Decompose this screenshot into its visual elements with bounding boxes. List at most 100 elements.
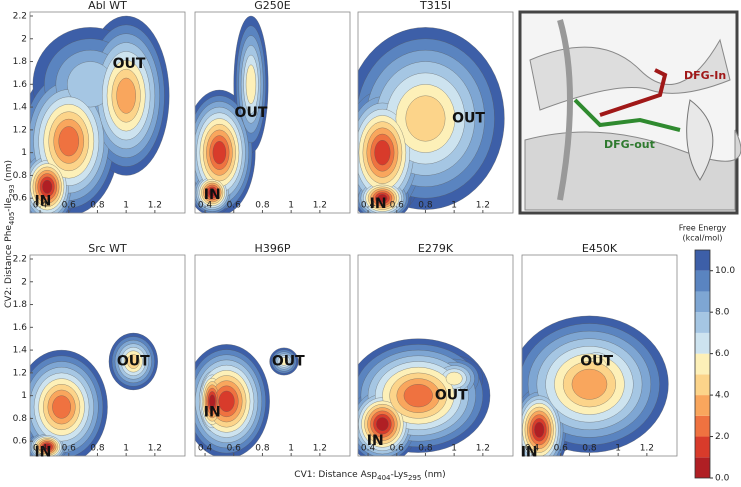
panel — [195, 255, 350, 456]
colorbar-tick-label: 0.0 — [715, 474, 730, 484]
x-tick-label: 1 — [123, 201, 129, 211]
x-tick-label: 0.6 — [227, 444, 242, 454]
colorbar-band — [695, 415, 710, 437]
x-tick-label: 0.4 — [33, 201, 48, 211]
panel-title: Abl WT — [88, 0, 127, 12]
x-tick-label: 1.2 — [640, 444, 654, 454]
colorbar-title: Free Energy — [679, 224, 727, 233]
region-label: OUT — [580, 353, 613, 369]
x-tick-label: 1.2 — [476, 201, 490, 211]
panel-frame — [194, 254, 351, 457]
contour — [43, 443, 51, 450]
region-label: IN — [34, 194, 51, 210]
colorbar-tick-label: 2.0 — [715, 432, 730, 442]
contour — [116, 77, 136, 114]
colorbar-band — [695, 312, 710, 333]
panel-title: G250E — [254, 0, 291, 12]
x-tick-label: 0.8 — [418, 201, 433, 211]
region-label: OUT — [117, 353, 150, 369]
y-tick-label: 1 — [21, 391, 27, 401]
label-part: -Lys — [391, 470, 409, 480]
colorbar-band — [695, 436, 710, 458]
y-tick-label: 1.4 — [13, 103, 28, 113]
x-tick-label: 0.4 — [33, 444, 48, 454]
x-axis-label: CV1: Distance Asp404-Lys295 (nm) — [294, 470, 445, 483]
region-label: OUT — [452, 110, 485, 126]
contour — [377, 194, 388, 203]
x-tick-label: 0.8 — [255, 444, 270, 454]
region-label: IN — [370, 196, 387, 212]
contour — [212, 141, 227, 165]
contour — [376, 417, 389, 431]
y-tick-label: 1.8 — [13, 57, 28, 67]
y-tick-label: 1.2 — [13, 125, 27, 135]
x-tick-label: 1.2 — [313, 444, 327, 454]
colorbar-band — [695, 395, 710, 416]
label-part: CV2: Distance Phe — [4, 225, 14, 308]
panel — [522, 255, 677, 456]
y-tick-label: 2.2 — [13, 11, 27, 21]
y-tick-label: 0.6 — [13, 437, 28, 447]
y-tick-label: 2 — [21, 34, 27, 44]
contour — [245, 64, 257, 104]
contour — [445, 371, 463, 386]
x-tick-label: 1.2 — [148, 201, 162, 211]
contour — [403, 384, 433, 408]
colorbar-band — [695, 374, 710, 396]
y-tick-label: 1.4 — [13, 346, 28, 356]
colorbar-band — [695, 250, 710, 271]
y-tick-label: 1.6 — [13, 323, 28, 333]
colorbar-tick-label: 4.0 — [715, 391, 730, 401]
contour — [127, 354, 140, 369]
label-part: 295 — [408, 474, 421, 482]
x-tick-label: 0.8 — [582, 444, 597, 454]
contour — [218, 390, 235, 412]
colorbar-tick-label: 10.0 — [715, 266, 735, 276]
panel-frame — [521, 254, 678, 457]
contour — [208, 188, 216, 197]
y-tick-label: 0.8 — [13, 171, 28, 181]
label-part: CV1: Distance Asp — [294, 470, 377, 480]
label-part: 405 — [8, 212, 16, 225]
contour — [405, 95, 446, 142]
dfg-out-label: DFG-out — [604, 138, 655, 151]
panel — [358, 255, 513, 456]
x-tick-label: 0.4 — [198, 444, 213, 454]
contour — [374, 140, 391, 166]
x-tick-label: 1 — [123, 444, 129, 454]
x-tick-label: 1 — [288, 444, 294, 454]
contour — [279, 357, 289, 366]
y-tick-label: 0.6 — [13, 194, 28, 204]
contour — [42, 180, 53, 194]
contour — [534, 422, 545, 438]
panel-title: T315I — [419, 0, 451, 12]
label-part: -Ile — [4, 197, 14, 211]
colorbar-band — [695, 270, 710, 292]
panel-frame — [357, 254, 514, 457]
label-part: 293 — [8, 184, 16, 197]
colorbar-band — [695, 291, 710, 313]
panel-frame — [357, 11, 514, 214]
panel-title: H396P — [255, 242, 291, 255]
contour — [209, 394, 216, 409]
contour — [58, 126, 79, 157]
y-tick-label: 2.2 — [13, 254, 27, 264]
y-tick-label: 1 — [21, 148, 27, 158]
panel-title: E279K — [418, 242, 454, 255]
y-tick-label: 1.8 — [13, 300, 28, 310]
x-tick-label: 0.6 — [62, 444, 77, 454]
colorbar-band — [695, 332, 710, 354]
region-label: IN — [521, 445, 538, 461]
colorbar-frame — [694, 249, 711, 479]
region-label: OUT — [235, 105, 268, 121]
x-tick-label: 1 — [288, 201, 294, 211]
x-tick-label: 0.8 — [418, 444, 433, 454]
contour — [571, 368, 608, 400]
region-label: IN — [204, 187, 221, 203]
colorbar-band — [695, 457, 710, 478]
region-label: IN — [34, 445, 51, 461]
x-tick-label: 1 — [615, 444, 621, 454]
panel — [30, 255, 185, 456]
y-tick-label: 0.8 — [13, 414, 28, 424]
